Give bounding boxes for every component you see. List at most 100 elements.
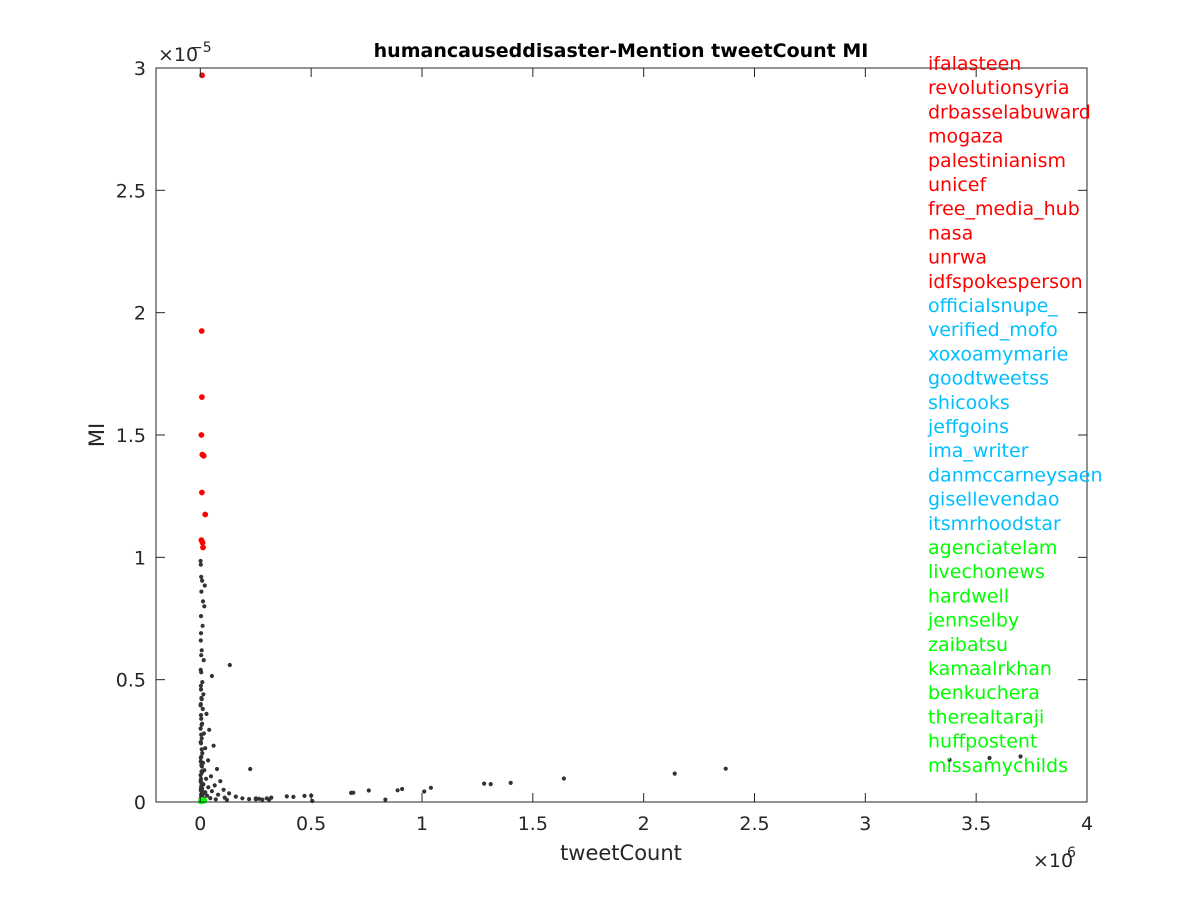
y-tick-label: 0: [134, 792, 146, 814]
data-point-other: [257, 796, 262, 801]
data-point-other: [198, 703, 203, 708]
data-point-other: [207, 727, 212, 732]
data-point-other: [204, 711, 209, 717]
data-point-top: [200, 544, 206, 551]
data-point-other: [204, 776, 209, 781]
data-point-top: [198, 328, 205, 334]
data-point-other: [199, 747, 204, 752]
data-point-top: [199, 489, 205, 496]
data-point-other: [269, 795, 274, 800]
data-point-other: [203, 746, 208, 751]
x-exponent-power: 6: [1067, 845, 1076, 861]
annotation-label-middle: shicooks: [928, 392, 1010, 414]
data-point-other: [395, 788, 400, 793]
data-point-other: [199, 648, 204, 653]
data-point-other: [198, 558, 203, 564]
data-point-other: [206, 785, 211, 790]
x-tick-label: 1.5: [518, 813, 548, 835]
data-point-other: [198, 773, 203, 778]
annotation-label-middle: ima_writer: [928, 440, 1029, 462]
data-point-other: [199, 695, 204, 701]
data-point-other: [198, 759, 203, 764]
annotation-label-top: drbasselabuward: [928, 101, 1091, 123]
data-point-other: [198, 776, 204, 781]
data-point-other: [199, 653, 204, 658]
data-point-other: [200, 751, 205, 756]
annotation-label-bottom: benkuchera: [928, 682, 1040, 704]
data-point-other: [366, 788, 371, 793]
data-point-other: [422, 789, 427, 794]
data-point-other: [208, 774, 214, 779]
data-point-other: [209, 673, 214, 679]
data-point-other: [561, 776, 567, 781]
data-point-other: [227, 791, 232, 796]
x-tick-label: 0: [194, 813, 206, 835]
data-point-other: [201, 658, 206, 663]
data-point-other: [216, 792, 221, 797]
annotation-label-middle: gisellevendao: [928, 489, 1059, 511]
data-point-other: [200, 578, 205, 583]
data-point-other: [198, 631, 204, 636]
y-tick-label: 0.5: [116, 670, 146, 692]
data-point-other: [198, 687, 204, 692]
data-point-other: [351, 790, 356, 795]
annotation-label-middle: itsmrhoodstar: [928, 513, 1061, 535]
data-point-other: [264, 796, 269, 801]
data-point-other: [302, 793, 307, 799]
y-axis-exponent: ×10 −5: [158, 40, 212, 66]
plot-area: [156, 68, 1087, 802]
annotation-label-middle: verified_mofo: [928, 319, 1058, 341]
data-point-other: [199, 574, 204, 580]
data-point-other: [202, 583, 207, 588]
annotation-label-middle: danmccarneysaen: [928, 464, 1103, 486]
annotation-label-top: unrwa: [928, 247, 987, 269]
data-point-other: [284, 794, 289, 799]
data-point-other: [211, 743, 216, 748]
y-exponent-base: ×10: [158, 44, 198, 66]
data-point-other: [383, 797, 388, 802]
axes: 0 0.5 1 1.5 2 2.5 3 3.5 4 0 0.5 1 1.5 2 2.5 3: [116, 58, 1093, 835]
data-point-other: [260, 797, 265, 802]
annotation-label-top: mogaza: [928, 126, 1003, 148]
data-point-other: [218, 779, 223, 784]
data-point-other: [212, 783, 217, 788]
data-point-other: [200, 599, 206, 604]
y-tick-label: 2.5: [116, 180, 146, 202]
data-point-other: [247, 797, 252, 802]
data-point-top: [198, 432, 205, 438]
data-point-top: [200, 452, 207, 459]
data-point-other: [200, 623, 205, 628]
data-point-other: [199, 732, 204, 737]
data-point-top: [202, 511, 209, 518]
data-point-other: [508, 780, 513, 786]
data-point-other: [947, 757, 952, 763]
data-point-other: [198, 726, 203, 731]
data-point-other: [199, 769, 204, 774]
annotation-label-bottom: kamaalrkhan: [928, 658, 1052, 680]
data-point-other: [198, 683, 203, 688]
data-point-other: [1018, 754, 1023, 759]
data-point-other: [200, 706, 205, 712]
annotation-label-bottom: huffpostent: [928, 731, 1037, 753]
data-point-other: [198, 638, 203, 643]
y-tick-label: 2: [134, 303, 146, 325]
data-point-other: [227, 662, 232, 668]
data-point-other: [400, 786, 405, 792]
data-point-other: [221, 787, 226, 792]
data-point-other: [240, 796, 245, 801]
data-point-other: [233, 794, 238, 799]
annotation-list: ifalasteenrevolutionsyriadrbasselabuward…: [927, 53, 1103, 777]
annotation-label-top: ifalasteen: [928, 53, 1021, 75]
data-points: [197, 72, 1023, 805]
data-point-top: [199, 394, 205, 400]
x-exponent-base: ×10: [1033, 850, 1073, 872]
data-point-other: [199, 722, 204, 728]
annotation-label-top: free_media_hub: [928, 198, 1080, 220]
annotation-label-bottom: therealtaraji: [928, 706, 1044, 728]
annotation-label-bottom: jennselby: [927, 610, 1019, 632]
data-point-other: [987, 755, 992, 761]
annotation-label-middle: xoxoamymarie: [928, 343, 1068, 365]
annotation-label-top: unicef: [928, 174, 987, 196]
annotation-label-top: palestinianism: [928, 150, 1066, 172]
